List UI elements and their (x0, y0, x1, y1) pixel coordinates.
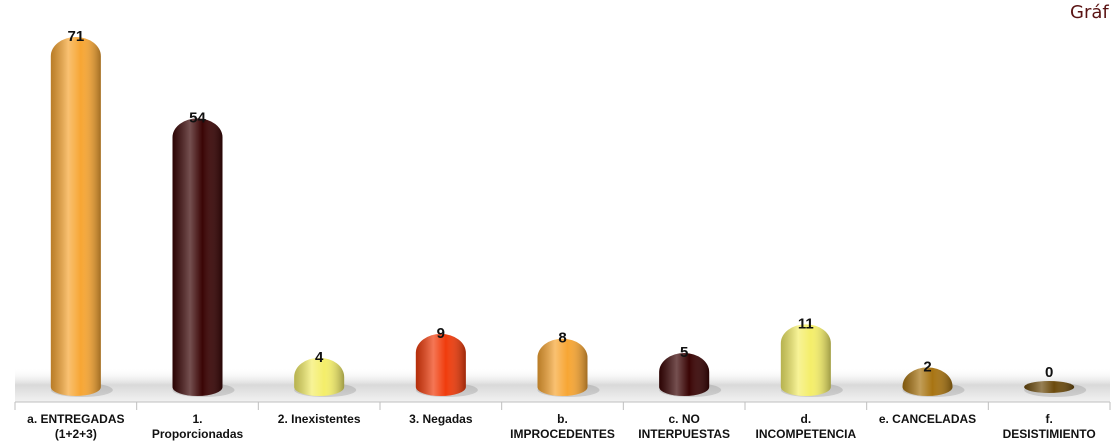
category-label: f. DESISTIMIENTO (1003, 412, 1096, 441)
data-label: 0 (1045, 364, 1053, 381)
category-label: a. ENTREGADAS (1+2+3) (27, 412, 124, 441)
bar-series (14, 37, 1111, 410)
bar (415, 333, 478, 397)
category-label: e. CANCELADAS (879, 412, 976, 426)
data-label: 71 (67, 28, 84, 45)
corner-title: Gráf (1070, 2, 1109, 23)
bar (537, 338, 600, 397)
bar (1024, 381, 1087, 397)
bar (172, 118, 235, 397)
bar (50, 37, 113, 397)
category-label: 3. Negadas (409, 412, 473, 426)
data-label: 54 (189, 109, 206, 126)
bar (902, 367, 965, 397)
category-label: 1. Proporcionadas (152, 412, 244, 441)
data-label: 4 (315, 349, 324, 366)
data-label: 2 (923, 358, 931, 375)
data-label-group: 71 54 4 9 8 5 11 2 0 (67, 28, 1053, 381)
data-label: 11 (798, 315, 814, 332)
category-label: b. IMPROCEDENTES (510, 412, 615, 441)
category-label: d. INCOMPETENCIA (755, 412, 856, 441)
bar (294, 357, 357, 397)
category-label: c. NO INTERPUESTAS (638, 412, 730, 441)
data-label: 8 (558, 330, 566, 347)
data-label: 9 (437, 325, 445, 342)
category-label-group: a. ENTREGADAS (1+2+3) 1. Proporcionadas 2. I… (27, 412, 1096, 441)
bar (659, 353, 722, 397)
bar (780, 324, 843, 397)
category-label: 2. Inexistentes (278, 412, 361, 426)
data-label: 5 (680, 344, 688, 361)
